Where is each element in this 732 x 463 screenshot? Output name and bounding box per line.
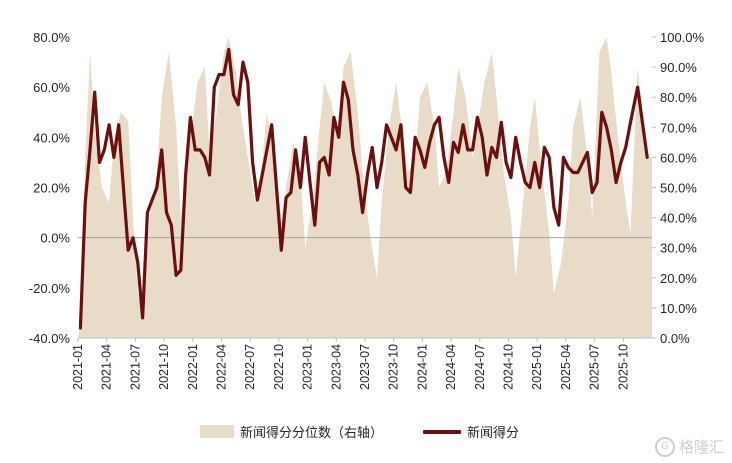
x-tick-label: 2021-04 bbox=[100, 344, 114, 390]
left-tick-label: 40.0% bbox=[33, 130, 70, 145]
legend-swatch-area bbox=[200, 425, 234, 438]
right-tick-label: 60.0% bbox=[660, 150, 697, 165]
x-tick-label: 2025-10 bbox=[616, 344, 630, 390]
x-tick-label: 2024-07 bbox=[473, 344, 487, 390]
left-y-axis: 80.0% 60.0% 40.0% 20.0% 0.0% -20.0% -40.0% bbox=[29, 30, 71, 346]
x-tick-label: 2025-04 bbox=[559, 344, 573, 390]
left-tick-label: 80.0% bbox=[33, 30, 70, 45]
x-tick-label: 2021-07 bbox=[128, 344, 142, 390]
news-score-line-series bbox=[78, 47, 649, 330]
left-tick-label: 20.0% bbox=[33, 181, 70, 196]
left-tick-label: -40.0% bbox=[29, 331, 71, 346]
legend: 新闻得分分位数（右轴） 新闻得分 bbox=[200, 422, 559, 441]
left-tick-label: 0.0% bbox=[40, 231, 70, 246]
right-tick-label: 20.0% bbox=[660, 271, 697, 286]
x-tick-label: 2021-10 bbox=[157, 344, 171, 390]
x-tick-label: 2023-04 bbox=[329, 344, 343, 390]
x-tick-label: 2022-04 bbox=[215, 344, 229, 390]
right-tick-label: 90.0% bbox=[660, 60, 697, 75]
x-tick-label: 2022-10 bbox=[272, 344, 286, 390]
legend-swatch-line bbox=[423, 429, 462, 434]
right-tick-label: 30.0% bbox=[660, 241, 697, 256]
right-tick-label: 10.0% bbox=[660, 301, 697, 316]
legend-item-percentile[interactable]: 新闻得分分位数（右轴） bbox=[200, 422, 383, 441]
percentile-area bbox=[78, 37, 652, 338]
right-tick-label: 50.0% bbox=[660, 181, 697, 196]
legend-label-percentile: 新闻得分分位数（右轴） bbox=[240, 426, 384, 441]
x-tick-label: 2024-04 bbox=[444, 344, 458, 390]
x-tick-label: 2023-10 bbox=[387, 344, 401, 390]
x-tick-label: 2024-10 bbox=[502, 344, 516, 390]
left-tick-label: -20.0% bbox=[29, 281, 71, 296]
right-y-axis: 100.0% 90.0% 80.0% 70.0% 60.0% 50.0% 40.0% 30.0… bbox=[652, 30, 705, 346]
x-tick-label: 2024-01 bbox=[415, 344, 429, 390]
x-axis: 2021-01 2021-04 2021-07 2021-10 2022-01 2022-… bbox=[71, 338, 630, 390]
right-tick-label: 100.0% bbox=[660, 30, 705, 45]
right-tick-label: 70.0% bbox=[660, 120, 697, 135]
legend-item-news-score[interactable]: 新闻得分 bbox=[423, 422, 519, 441]
x-tick-label: 2025-01 bbox=[530, 344, 544, 390]
x-tick-label: 2022-07 bbox=[243, 344, 257, 390]
right-tick-label: 40.0% bbox=[660, 211, 697, 226]
left-tick-label: 60.0% bbox=[33, 80, 70, 95]
x-tick-label: 2023-01 bbox=[301, 344, 315, 390]
right-tick-label: 80.0% bbox=[660, 90, 697, 105]
news-score-line bbox=[78, 47, 649, 330]
x-tick-label: 2023-07 bbox=[358, 344, 372, 390]
x-tick-label: 2022-01 bbox=[186, 344, 200, 390]
x-tick-label: 2025-07 bbox=[588, 344, 602, 390]
x-tick-label: 2021-01 bbox=[71, 344, 85, 390]
legend-label-news-score: 新闻得分 bbox=[467, 426, 520, 441]
right-tick-label: 0.0% bbox=[660, 331, 690, 346]
percentile-area-series bbox=[78, 37, 652, 338]
watermark-logo-icon: G bbox=[654, 436, 675, 457]
watermark-text: 格隆汇 bbox=[678, 438, 724, 456]
watermark: G 格隆汇 bbox=[654, 436, 724, 457]
